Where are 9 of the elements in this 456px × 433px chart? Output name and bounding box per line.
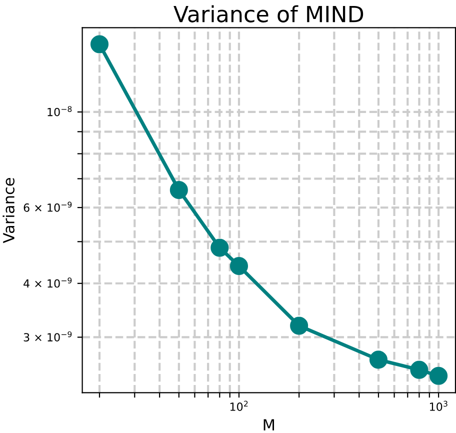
x-tick-label: 10$^{2}$ [230,400,248,411]
y-tick-label: 4 × 10$^{−9}$ [24,278,72,288]
chart-title: Variance of MIND [174,5,364,22]
x-axis-title: M [264,419,274,430]
y-tick-label: 6 × 10$^{−9}$ [24,202,72,212]
y-tick-label: 3 × 10$^{−9}$ [24,331,72,342]
y-tick-label: 10$^{−8}$ [48,106,72,116]
x-tick-label: 10$^{3}$ [430,400,448,411]
y-axis-title: Variance [2,178,15,244]
